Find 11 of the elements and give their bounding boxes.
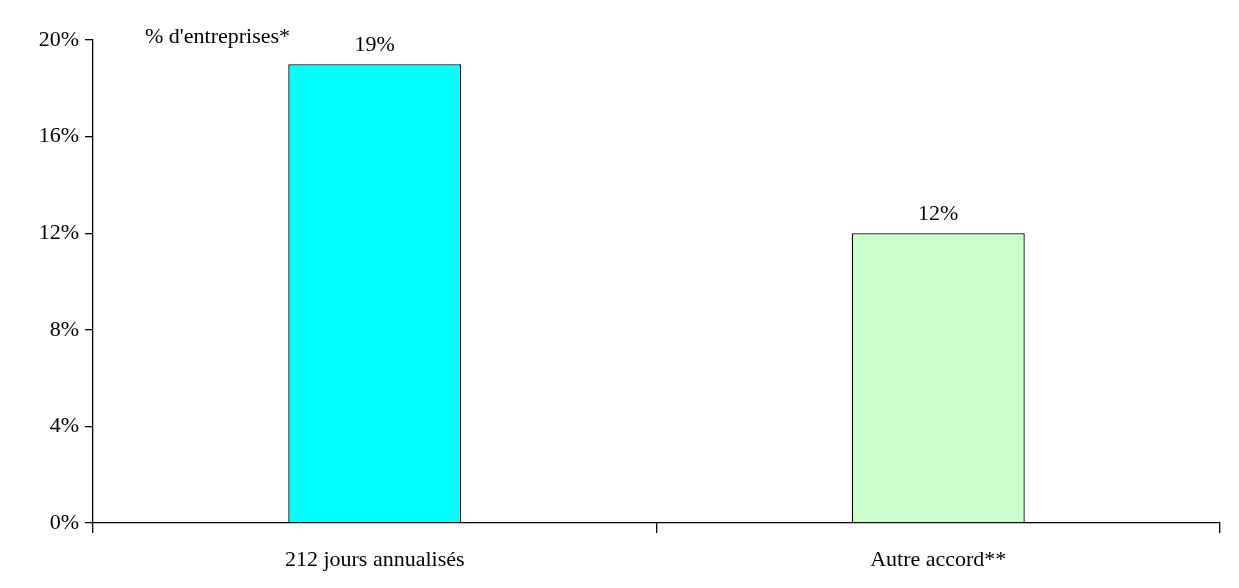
y-tick-label: 20% — [38, 25, 79, 51]
y-tick-label: 12% — [38, 218, 79, 244]
y-tick-label: 16% — [38, 122, 79, 148]
x-tick-label: Autre accord** — [870, 545, 1007, 571]
y-axis-title: % d'entreprises* — [145, 22, 291, 48]
x-tick-label: 212 jours annualisés — [284, 545, 465, 571]
y-tick-label: 8% — [49, 315, 79, 341]
data-label: 12% — [918, 199, 959, 225]
y-tick-label: 0% — [49, 508, 79, 534]
y-tick-label: 4% — [49, 412, 79, 438]
data-label: 19% — [354, 30, 395, 56]
